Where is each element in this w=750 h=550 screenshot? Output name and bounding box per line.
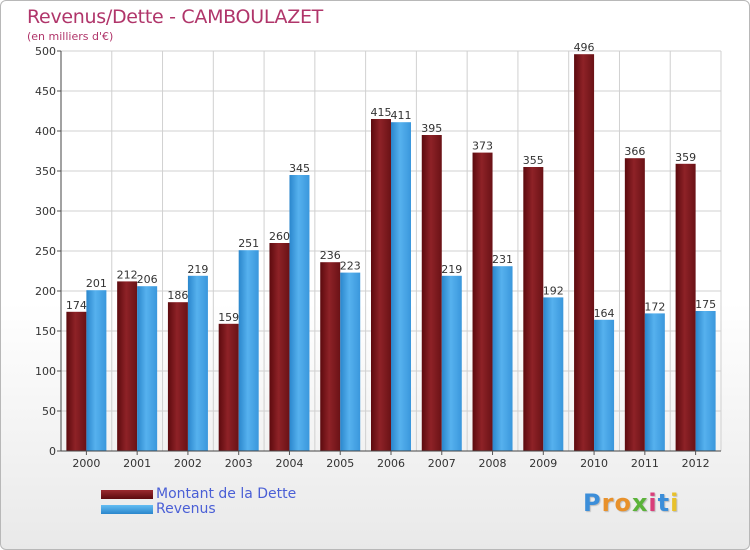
bar-revenue-2000 <box>86 290 107 451</box>
bar-revenue-2003 <box>238 250 259 451</box>
data-label-debt-2008: 373 <box>472 140 493 153</box>
bar-debt-2002 <box>167 302 188 451</box>
data-label-debt-2012: 359 <box>675 151 696 164</box>
legend-label-revenue: Revenus <box>156 501 216 517</box>
x-tick-label: 2009 <box>529 457 557 470</box>
data-label-debt-2001: 212 <box>117 268 138 281</box>
data-label-debt-2004: 260 <box>269 230 290 243</box>
x-tick-label: 2007 <box>428 457 456 470</box>
data-label-debt-2010: 496 <box>574 41 595 54</box>
y-tick-label: 500 <box>35 45 56 58</box>
data-label-debt-2006: 415 <box>371 106 392 119</box>
logo-letter: o <box>614 489 632 517</box>
legend-label-debt: Montant de la Dette <box>156 486 297 502</box>
data-label-debt-2011: 366 <box>624 145 645 158</box>
bar-debt-2001 <box>117 281 138 451</box>
bar-revenue-2002 <box>187 275 208 451</box>
bar-revenue-2008 <box>492 266 513 451</box>
data-label-debt-2000: 174 <box>66 299 87 312</box>
x-tick-label: 2003 <box>225 457 253 470</box>
bar-debt-2008 <box>472 152 493 451</box>
bar-debt-2009 <box>523 167 544 451</box>
y-tick-label: 450 <box>35 85 56 98</box>
bar-revenue-2001 <box>137 286 158 451</box>
data-label-revenue-2010: 164 <box>594 307 615 320</box>
data-label-revenue-2011: 172 <box>644 300 665 313</box>
y-tick-label: 150 <box>35 325 56 338</box>
bar-revenue-2009 <box>543 297 564 451</box>
data-label-revenue-2008: 231 <box>492 253 513 266</box>
bar-debt-2007 <box>421 135 442 451</box>
bar-revenue-2007 <box>441 275 462 451</box>
legend-swatch-revenue <box>101 505 153 514</box>
data-label-revenue-2001: 206 <box>137 273 158 286</box>
proxiti-logo: Proxiti <box>583 489 679 517</box>
y-tick-label: 200 <box>35 285 56 298</box>
data-label-revenue-2012: 175 <box>695 298 716 311</box>
x-tick-label: 2010 <box>580 457 608 470</box>
data-label-revenue-2000: 201 <box>86 277 107 290</box>
data-label-revenue-2003: 251 <box>238 237 259 250</box>
logo-letter: x <box>631 489 649 517</box>
logo-letter: r <box>601 489 615 517</box>
bar-debt-2000 <box>66 311 87 451</box>
data-label-debt-2003: 159 <box>218 311 239 324</box>
y-tick-label: 50 <box>42 405 56 418</box>
x-tick-label: 2000 <box>72 457 100 470</box>
data-label-revenue-2009: 192 <box>543 284 564 297</box>
y-tick-label: 100 <box>35 365 56 378</box>
y-tick-label: 350 <box>35 165 56 178</box>
data-label-revenue-2002: 219 <box>187 263 208 276</box>
data-label-revenue-2005: 223 <box>340 260 361 273</box>
data-label-revenue-2007: 219 <box>441 263 462 276</box>
y-tick-label: 300 <box>35 205 56 218</box>
x-tick-label: 2008 <box>479 457 507 470</box>
bar-debt-2004 <box>269 243 290 451</box>
data-label-revenue-2006: 411 <box>391 109 412 122</box>
x-tick-label: 2002 <box>174 457 202 470</box>
bar-debt-2012 <box>675 163 696 452</box>
x-tick-label: 2006 <box>377 457 405 470</box>
bar-revenue-2012 <box>695 311 716 451</box>
bar-debt-2010 <box>574 54 595 451</box>
bar-revenue-2010 <box>594 319 615 451</box>
chart-title: Revenus/Dette - CAMBOULAZET <box>27 6 323 28</box>
bar-debt-2011 <box>624 158 645 451</box>
x-tick-label: 2012 <box>682 457 710 470</box>
x-tick-label: 2011 <box>631 457 659 470</box>
data-label-debt-2007: 395 <box>421 122 442 135</box>
data-label-debt-2005: 236 <box>320 249 341 262</box>
logo-letter: t <box>657 489 671 517</box>
bar-revenue-2004 <box>289 175 310 451</box>
bar-revenue-2011 <box>644 313 665 451</box>
logo-letter: i <box>648 489 658 517</box>
y-tick-label: 400 <box>35 125 56 138</box>
logo-letter: i <box>670 489 680 517</box>
x-tick-label: 2004 <box>275 457 303 470</box>
logo-letter: P <box>583 489 602 517</box>
bar-debt-2005 <box>320 262 341 451</box>
bar-revenue-2006 <box>391 122 411 451</box>
data-label-revenue-2004: 345 <box>289 162 310 175</box>
x-tick-label: 2005 <box>326 457 354 470</box>
y-tick-label: 0 <box>49 445 56 458</box>
data-label-debt-2002: 186 <box>167 289 188 302</box>
data-label-debt-2009: 355 <box>523 154 544 167</box>
legend-swatch-debt <box>101 490 153 499</box>
bar-debt-2006 <box>371 119 391 451</box>
y-tick-label: 250 <box>35 245 56 258</box>
chart-subtitle: (en milliers d'€) <box>27 30 114 43</box>
bar-revenue-2005 <box>340 272 361 451</box>
x-tick-label: 2001 <box>123 457 151 470</box>
bar-debt-2003 <box>218 323 239 451</box>
